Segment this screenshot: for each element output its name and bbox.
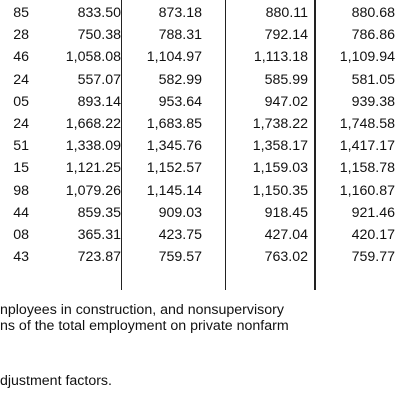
- table-cell: 880.68: [351, 5, 395, 21]
- table-cell: 98: [13, 182, 29, 199]
- table-cell: 1,358.17: [252, 138, 308, 155]
- table-cell: 1,160.87: [339, 182, 395, 199]
- table-row: 51 1,338.09 1,345.76 1,358.17 1,417.17: [0, 135, 400, 157]
- table-row: 08 365.31 423.75 427.04 420.17: [0, 224, 400, 246]
- table-cell: 15: [13, 160, 29, 177]
- table-row: 24 557.07 582.99 585.99 581.05: [0, 69, 400, 91]
- table-cell: 51: [13, 138, 29, 155]
- table-cell: 750.38: [77, 27, 121, 44]
- table-cell: 786.86: [351, 27, 395, 44]
- table-row: 43 723.87 759.57 763.02 759.77: [0, 246, 400, 268]
- table-row: 15 1,121.25 1,152.57 1,159.03 1,158.78: [0, 157, 400, 179]
- table-cell: 365.31: [77, 227, 121, 243]
- column-divider: [121, 0, 122, 290]
- table-cell: 918.45: [264, 204, 308, 221]
- table-cell: 1,150.35: [252, 182, 308, 199]
- table-cell: 05: [13, 93, 29, 110]
- table-cell: 423.75: [158, 227, 202, 243]
- table-cell: 723.87: [77, 249, 121, 266]
- table-cell: 1,345.76: [146, 138, 202, 155]
- table-cell: 08: [13, 227, 29, 243]
- table-cell: 1,145.14: [146, 182, 202, 199]
- table-cell: 909.03: [158, 204, 202, 221]
- table-row: 28 750.38 788.31 792.14 786.86: [0, 24, 400, 46]
- table-cell: 1,668.22: [65, 116, 121, 132]
- footnote-line: nployees in construction, and nonsupervi…: [0, 302, 284, 318]
- table-cell: 1,683.85: [146, 116, 202, 132]
- table-cell: 859.35: [77, 204, 121, 221]
- table-row: 98 1,079.26 1,145.14 1,150.35 1,160.87: [0, 180, 400, 202]
- table-cell: 1,104.97: [146, 49, 202, 66]
- table-cell: 24: [13, 71, 29, 88]
- table-cell: 788.31: [158, 27, 202, 44]
- table-cell: 28: [13, 27, 29, 44]
- table-cell: 763.02: [264, 249, 308, 266]
- table-cell: 1,158.78: [339, 160, 395, 177]
- table-cell: 1,152.57: [146, 160, 202, 177]
- table-cell: 1,079.26: [65, 182, 121, 199]
- table-cell: 44: [13, 204, 29, 221]
- table-cell: 582.99: [158, 71, 202, 88]
- table-cell: 953.64: [158, 93, 202, 110]
- table-cell: 880.11: [265, 5, 308, 21]
- table-cell: 1,109.94: [339, 49, 395, 66]
- table-cell: 1,159.03: [252, 160, 308, 177]
- table-cell: 939.38: [351, 93, 395, 110]
- table-cell: 420.17: [351, 227, 395, 243]
- table-cell: 947.02: [264, 93, 308, 110]
- table-cell: 24: [13, 116, 29, 132]
- table-cell: 1,113.18: [253, 49, 308, 66]
- table-cell: 1,738.22: [252, 116, 308, 132]
- table-row: 46 1,058.08 1,104.97 1,113.18 1,109.94: [0, 46, 400, 68]
- table-cell: 585.99: [264, 71, 308, 88]
- table-cell: 46: [13, 49, 29, 66]
- table-cell: 921.46: [351, 204, 395, 221]
- table-row: 24 1,668.22 1,683.85 1,738.22 1,748.58: [0, 113, 400, 135]
- footnote-line: djustment factors.: [0, 373, 112, 389]
- table-cell: 1,121.25: [65, 160, 121, 177]
- table-cell: 759.77: [351, 249, 395, 266]
- earnings-table: 85 833.50 873.18 880.11 880.68 28 750.38 788.31…: [0, 0, 400, 290]
- table-row: 44 859.35 909.03 918.45 921.46: [0, 202, 400, 224]
- table-row: 05 893.14 953.64 947.02 939.38: [0, 91, 400, 113]
- table-cell: 873.18: [158, 5, 202, 21]
- table-cell: 833.50: [77, 5, 121, 21]
- table-cell: 1,417.17: [339, 138, 395, 155]
- column-divider: [225, 0, 226, 290]
- table-cell: 427.04: [264, 227, 308, 243]
- table-cell: 85: [13, 5, 29, 21]
- footnote-line: ns of the total employment on private no…: [0, 318, 289, 334]
- table-cell: 557.07: [77, 71, 121, 88]
- column-divider: [314, 0, 316, 290]
- table-cell: 893.14: [77, 93, 121, 110]
- table-row: 85 833.50 873.18 880.11 880.68: [0, 2, 400, 24]
- table-cell: 1,338.09: [65, 138, 121, 155]
- table-cell: 43: [13, 249, 29, 266]
- table-cell: 792.14: [264, 27, 308, 44]
- table-cell: 759.57: [158, 249, 202, 266]
- table-cell: 1,748.58: [339, 116, 395, 132]
- table-cell: 1,058.08: [65, 49, 121, 66]
- table-cell: 581.05: [351, 71, 395, 88]
